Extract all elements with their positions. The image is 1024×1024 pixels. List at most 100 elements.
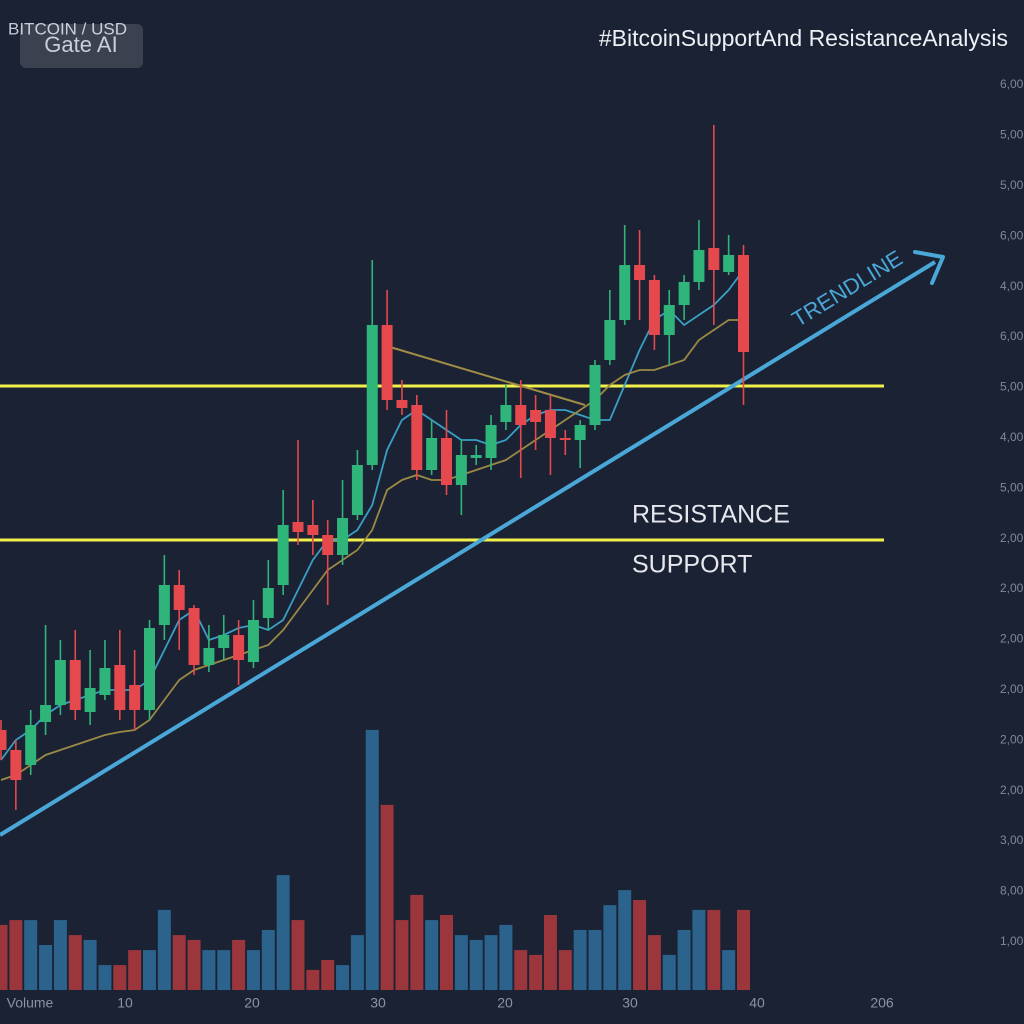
annotation: RESISTANCE [632, 501, 790, 529]
volume-bar [543, 915, 557, 990]
volume-bar [9, 920, 23, 990]
y-axis-label: 6,00 [1000, 228, 1024, 242]
y-axis-label: 1,00 [1000, 934, 1024, 948]
candle-body [738, 255, 749, 352]
volume-bar [484, 935, 498, 990]
candle-body [426, 438, 438, 470]
volume-bar [469, 939, 483, 990]
candle-body [10, 750, 22, 780]
candle-body [559, 438, 571, 440]
candle-body [84, 688, 96, 712]
candle-body [188, 608, 200, 665]
x-axis-label: 10 [117, 995, 133, 1011]
candle-body [307, 525, 319, 535]
candle-body [292, 522, 304, 532]
candle-body [322, 535, 334, 555]
pattern-line [389, 346, 586, 406]
volume-bar [573, 930, 587, 990]
candles [0, 125, 749, 810]
volume-bar [692, 909, 706, 990]
candle-body [530, 410, 542, 422]
volume-bar [202, 950, 216, 990]
candle-body [262, 588, 274, 618]
y-axis-label: 6,00 [1000, 329, 1024, 343]
candle-body [144, 628, 155, 710]
candle-body [233, 635, 245, 660]
trendline-arrow [913, 250, 945, 285]
volume-bar [83, 939, 97, 990]
y-axis-label: 5,00 [1000, 178, 1024, 192]
y-axis-label: 2,00 [1000, 732, 1024, 746]
candle-body [25, 725, 37, 765]
volume-bar [232, 939, 246, 990]
volume-bar [261, 930, 275, 990]
volume-bar [217, 950, 231, 990]
moving-average [0, 319, 744, 781]
volume-bar [113, 965, 127, 990]
volume-bar [380, 804, 394, 990]
candle-body [634, 265, 646, 280]
candle-body [648, 280, 660, 335]
y-axis-label: 8,00 [1000, 884, 1024, 898]
volume-bar [172, 935, 186, 990]
y-axis-label: 2,00 [1000, 531, 1024, 545]
volume-bar [246, 950, 260, 990]
volume-bar [588, 930, 602, 990]
candle-body [218, 635, 230, 648]
candle-body [455, 455, 467, 485]
volume-bar [128, 950, 142, 990]
axes: 6,00 5,00 5,00 6,00 4,00 6,00 5,00 4,00 5,00 2,00… [7, 77, 1024, 1011]
y-axis-label: 6,00 [1000, 77, 1024, 91]
candle-body [708, 248, 720, 270]
volume-bar [529, 954, 543, 990]
candle-body [441, 438, 452, 485]
y-axis-label: 2,00 [1000, 783, 1024, 797]
chart-title: BITCOIN / USD [8, 19, 127, 38]
volume-bar [306, 969, 320, 990]
candle-body [247, 620, 259, 662]
candle-body [396, 400, 408, 408]
candle-body [619, 265, 631, 320]
candle-body [604, 320, 616, 360]
y-axis-label: 2,00 [1000, 581, 1024, 595]
candle-body [500, 405, 512, 422]
x-axis-label: 30 [370, 995, 386, 1011]
volume-bar [395, 920, 409, 990]
hashtag: #BitcoinSupportAnd ResistanceAnalysis [599, 25, 1008, 51]
volume-bar [291, 920, 305, 990]
candle-body [54, 660, 66, 705]
volume-bar [737, 909, 750, 990]
x-axis-label: 40 [749, 995, 765, 1011]
candle-body [158, 585, 170, 625]
y-axis-label: 5,00 [1000, 480, 1024, 494]
y-axis-label: 3,00 [1000, 833, 1024, 847]
candle-body [411, 405, 423, 470]
volume-bar [647, 935, 661, 990]
volume-bar [143, 950, 156, 990]
trendline [0, 260, 937, 837]
y-axis-label: 5,00 [1000, 128, 1024, 142]
volume-bar [53, 920, 67, 990]
volume-bar [425, 920, 439, 990]
candle-body [277, 525, 289, 585]
candle-body [99, 668, 111, 695]
volume-bar [0, 924, 8, 990]
y-axis-label: 4,00 [1000, 279, 1024, 293]
y-axis-label: 2,00 [1000, 632, 1024, 646]
x-axis-label: 30 [622, 995, 638, 1011]
volume-bar [499, 924, 513, 990]
candle-body [515, 405, 527, 425]
candle-body [544, 410, 556, 438]
volume-bar [365, 729, 379, 990]
x-axis-label: 20 [244, 995, 260, 1011]
candle-body [574, 425, 586, 440]
candle-body [129, 685, 141, 710]
candle-body [351, 465, 363, 515]
candle-body [589, 365, 601, 425]
volume-bar [618, 890, 632, 990]
candle-body [337, 518, 349, 555]
candle-body [40, 705, 52, 722]
candle-body [69, 660, 81, 710]
candle-body [723, 255, 735, 272]
volume-bar [454, 935, 468, 990]
